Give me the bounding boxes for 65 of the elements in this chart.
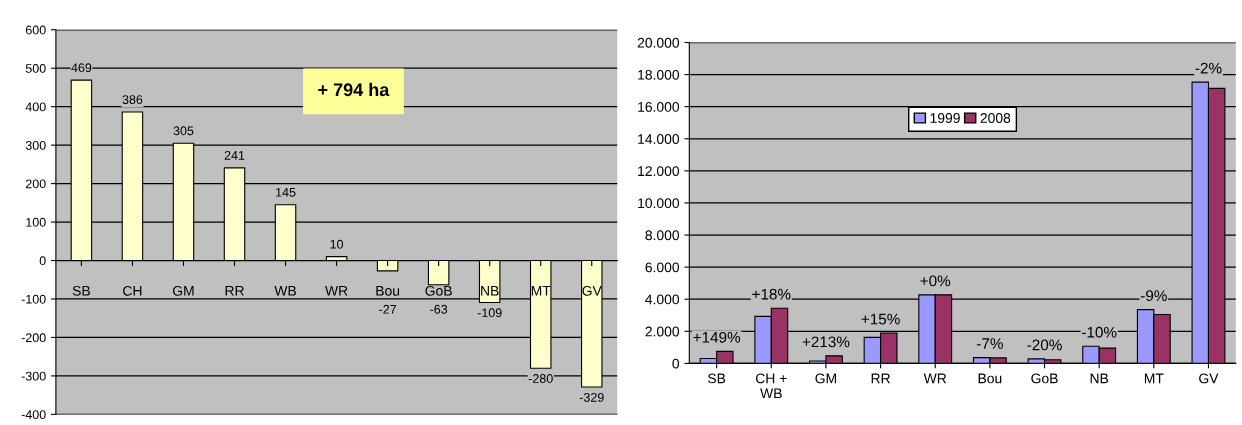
y-tick-label: 18.000: [638, 69, 680, 80]
x-tick-label: Bou: [376, 286, 400, 296]
y-tick-label: 300: [25, 140, 46, 150]
annotation: -20%: [1027, 339, 1062, 351]
y-tick-label: 14.000: [638, 134, 680, 144]
data-label: -109: [477, 308, 502, 318]
annotation: -9%: [1140, 290, 1167, 302]
annotation: -2%: [1195, 62, 1222, 74]
y-tick-label: 600: [25, 25, 46, 35]
y-tick-label: 0: [672, 358, 680, 369]
annotation: +149%: [693, 331, 741, 343]
data-label: 386: [122, 95, 143, 105]
annotation: -7%: [976, 338, 1003, 349]
y-tick-label: -400: [21, 410, 46, 420]
y-tick-label: -200: [21, 333, 46, 343]
x-tick-label: NB: [1090, 373, 1109, 384]
y-tick-label: 2.000: [645, 326, 680, 337]
annotation: -10%: [1082, 326, 1117, 338]
x-tick-label: RR: [871, 373, 890, 384]
data-label: 145: [276, 188, 296, 197]
y-tick-label: 20.000: [637, 37, 680, 48]
y-tick-label: -300: [21, 371, 46, 381]
data-label: -63: [430, 304, 448, 314]
y-tick-label: 400: [25, 102, 46, 112]
annotation: +213%: [802, 336, 850, 348]
annotation: +15%: [861, 313, 900, 325]
y-tick-label: 100: [26, 217, 46, 227]
y-tick-label: 6.000: [645, 262, 680, 273]
legend-label: 1999: [930, 113, 960, 123]
y-tick-label: 500: [25, 64, 46, 73]
y-tick-label: 16.000: [638, 102, 680, 112]
y-tick-label: 10.000: [638, 198, 680, 209]
data-label: 305: [173, 126, 194, 136]
data-label: -280: [528, 374, 553, 383]
x-tick-label: WR: [923, 373, 947, 384]
x-tick-label: GM: [815, 373, 836, 384]
x-tick-label: NB: [481, 286, 499, 296]
y-tick-label: 200: [25, 179, 46, 189]
x-tick-label: WB: [274, 286, 296, 296]
x-tick-label: SB: [72, 285, 90, 296]
y-tick-label: 8.000: [645, 230, 680, 241]
legend-label: 2008: [980, 113, 1011, 123]
annotation: + 794 ha: [318, 82, 390, 97]
data-label: 469: [71, 63, 92, 73]
x-tick-label: MT: [1144, 373, 1164, 384]
annotation: +0%: [920, 275, 951, 287]
x-tick-label: GM: [172, 285, 194, 296]
x-tick-label: SB: [708, 373, 726, 384]
x-tick-label: GoB: [425, 285, 452, 296]
x-tick-label: WR: [325, 286, 348, 296]
x-tick-label: RR: [225, 286, 244, 296]
x-tick-label: CH: [123, 285, 142, 296]
data-label: -329: [579, 392, 604, 402]
y-tick-label: 0: [39, 256, 46, 266]
data-label: 10: [330, 239, 344, 249]
y-tick-label: -100: [21, 294, 46, 304]
x-tick-label: Bou: [978, 373, 1002, 384]
x-tick-label: GV: [1199, 373, 1219, 384]
annotation: +18%: [752, 288, 791, 300]
y-tick-label: 12.000: [638, 166, 680, 177]
x-tick-label: GoB: [1031, 373, 1058, 384]
data-label: -27: [379, 304, 397, 314]
x-tick-label: CH + WB: [755, 373, 787, 399]
data-label: 241: [224, 150, 245, 160]
y-tick-label: 4.000: [645, 294, 680, 305]
